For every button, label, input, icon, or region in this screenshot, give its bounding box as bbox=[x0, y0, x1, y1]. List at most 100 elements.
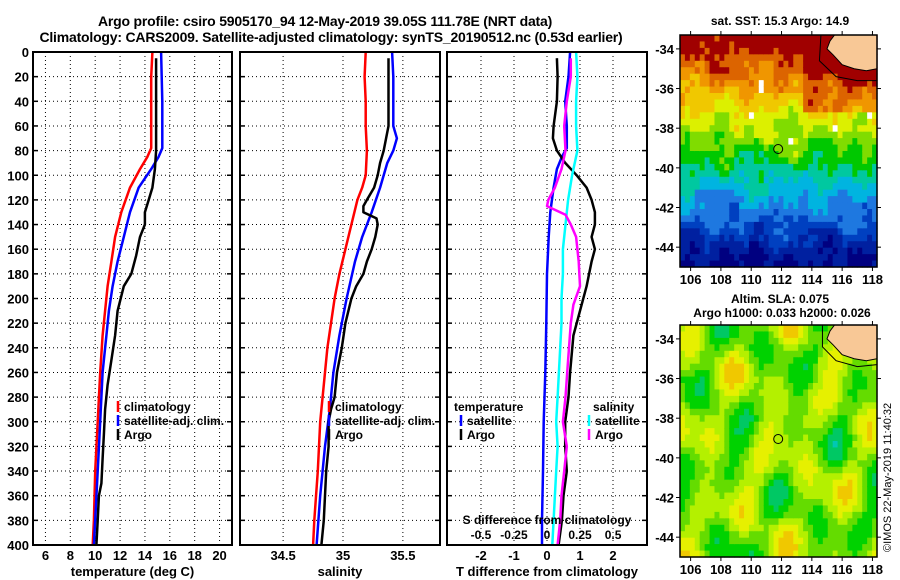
map-cell bbox=[852, 196, 858, 204]
map-cell bbox=[680, 196, 686, 204]
map-cell bbox=[739, 67, 745, 75]
map-cell bbox=[744, 118, 750, 126]
map-cell bbox=[699, 550, 706, 558]
map-cell bbox=[768, 453, 775, 461]
map-cell bbox=[773, 524, 780, 532]
map-cell bbox=[822, 209, 829, 217]
map-cell bbox=[867, 492, 873, 500]
map-cell bbox=[684, 131, 691, 139]
map-cell bbox=[689, 99, 696, 107]
map-cell bbox=[773, 350, 780, 358]
map-cell bbox=[827, 511, 834, 519]
map-cell bbox=[847, 524, 853, 532]
map-cell bbox=[847, 505, 853, 513]
map-cell bbox=[753, 524, 760, 532]
map-cell bbox=[857, 170, 863, 178]
map-cell bbox=[867, 67, 873, 75]
map-cell bbox=[724, 260, 730, 268]
map-cell bbox=[768, 176, 775, 184]
map-cell bbox=[753, 550, 760, 558]
map-cell bbox=[734, 466, 740, 474]
map-cell bbox=[867, 131, 873, 139]
map-cell bbox=[808, 447, 814, 455]
map-cell bbox=[748, 196, 755, 204]
map-cell bbox=[798, 511, 804, 519]
map-cell bbox=[842, 189, 849, 197]
map-cell bbox=[724, 196, 730, 204]
map-cell bbox=[842, 260, 849, 268]
map-cell bbox=[719, 189, 725, 197]
map-cell bbox=[872, 221, 878, 229]
y-tick-label: 80 bbox=[15, 144, 29, 159]
map-cell bbox=[753, 466, 760, 474]
map-cell bbox=[758, 524, 765, 532]
map-cell bbox=[847, 73, 853, 81]
map-cell bbox=[808, 196, 814, 204]
map-cell bbox=[680, 234, 686, 242]
map-cell bbox=[763, 86, 770, 94]
map-cell bbox=[709, 41, 716, 49]
map-cell bbox=[788, 118, 794, 126]
map-cell bbox=[812, 118, 819, 126]
map-cell bbox=[778, 434, 785, 442]
map-cell bbox=[822, 157, 829, 165]
map-cell bbox=[744, 99, 750, 107]
map-cell bbox=[812, 434, 819, 442]
map-cell bbox=[783, 131, 789, 139]
map-cell bbox=[812, 505, 819, 513]
map-cell bbox=[744, 518, 750, 526]
map-cell bbox=[719, 363, 725, 371]
map-cell bbox=[842, 99, 849, 107]
map-cell bbox=[793, 41, 799, 49]
map-cell bbox=[842, 151, 849, 159]
map-cell bbox=[808, 86, 814, 94]
map-cell bbox=[699, 453, 706, 461]
map-cell bbox=[748, 511, 755, 519]
map-cell bbox=[689, 434, 696, 442]
map-cell bbox=[748, 544, 755, 552]
map-cell bbox=[808, 176, 814, 184]
map-cell bbox=[773, 163, 780, 171]
map-cell bbox=[734, 196, 740, 204]
map-x-tick-label: 110 bbox=[741, 562, 762, 577]
map-cell bbox=[704, 505, 711, 513]
map-cell bbox=[847, 241, 853, 249]
map-cell bbox=[793, 492, 799, 500]
map-cell bbox=[793, 54, 799, 62]
map-cell bbox=[739, 357, 745, 365]
map-cell bbox=[872, 170, 878, 178]
map-cell bbox=[842, 221, 849, 229]
map-cell bbox=[734, 447, 740, 455]
map-cell bbox=[758, 112, 765, 120]
map-cell bbox=[684, 144, 691, 152]
map-cell bbox=[739, 415, 745, 423]
map-cell bbox=[709, 402, 716, 410]
map-cell bbox=[842, 434, 849, 442]
map-cell bbox=[768, 434, 775, 442]
map-cell bbox=[714, 228, 720, 236]
map-cell bbox=[808, 144, 814, 152]
map-cell bbox=[817, 73, 824, 81]
map-cell bbox=[783, 325, 789, 333]
map-cell bbox=[758, 215, 765, 223]
map-cell bbox=[832, 241, 839, 249]
map-cell bbox=[694, 209, 701, 217]
map-cell bbox=[689, 41, 696, 49]
legend-entry: Argo bbox=[595, 428, 623, 442]
map-cell bbox=[852, 466, 858, 474]
map-cell bbox=[680, 331, 686, 339]
map-cell bbox=[684, 170, 691, 178]
map-cell bbox=[699, 466, 706, 474]
map-cell bbox=[689, 331, 696, 339]
map-cell bbox=[798, 499, 804, 507]
map-cell bbox=[739, 428, 745, 436]
map-cell bbox=[729, 453, 735, 461]
map-cell bbox=[817, 550, 824, 558]
map-cell bbox=[847, 176, 853, 184]
map-cell bbox=[763, 544, 770, 552]
map-cell bbox=[847, 118, 853, 126]
map-cell bbox=[778, 47, 785, 55]
map-cell bbox=[739, 138, 745, 146]
map-cell bbox=[724, 492, 730, 500]
map-cell bbox=[714, 383, 720, 391]
